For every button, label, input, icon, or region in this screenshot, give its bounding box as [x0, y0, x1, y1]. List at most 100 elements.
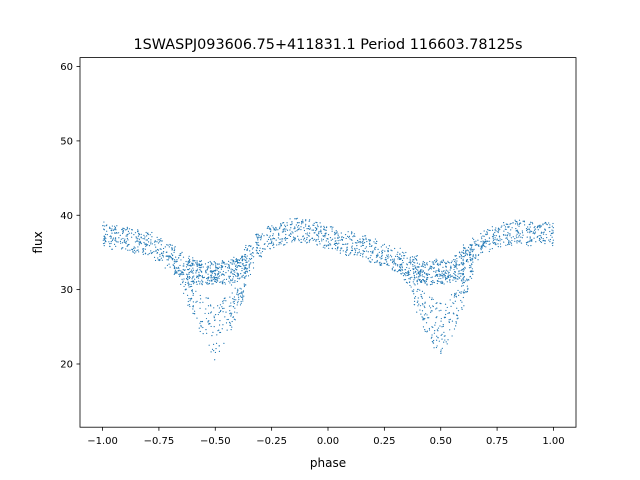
data-point: [419, 305, 422, 307]
data-point: [378, 262, 380, 264]
data-point: [337, 235, 339, 237]
data-point: [540, 241, 543, 243]
data-point: [190, 270, 192, 273]
data-point: [431, 340, 433, 343]
data-point: [125, 235, 127, 237]
data-point: [278, 242, 280, 244]
data-point: [206, 266, 208, 268]
data-point: [370, 251, 372, 253]
data-point: [169, 244, 172, 246]
data-point: [237, 290, 239, 292]
data-point: [243, 285, 246, 288]
data-point: [221, 328, 223, 330]
y-tick-label: 40: [60, 211, 73, 222]
data-point: [294, 240, 296, 242]
data-point: [406, 274, 409, 276]
data-point: [218, 271, 220, 273]
data-point: [516, 222, 519, 224]
data-point: [377, 253, 379, 255]
data-point: [519, 233, 521, 235]
data-point: [406, 282, 409, 284]
data-point: [374, 242, 376, 244]
data-point: [245, 284, 247, 286]
data-point: [286, 242, 288, 244]
data-point: [362, 240, 364, 242]
data-point: [232, 270, 234, 272]
data-point: [321, 240, 323, 242]
data-point: [179, 253, 181, 255]
data-point: [492, 236, 495, 238]
data-point: [435, 308, 437, 310]
data-point: [218, 307, 221, 309]
data-point: [438, 278, 440, 280]
data-point: [385, 258, 387, 261]
data-point: [445, 269, 447, 271]
data-point: [110, 229, 112, 231]
data-point: [436, 307, 438, 309]
data-point: [144, 248, 146, 250]
data-point: [118, 237, 120, 239]
data-point: [334, 248, 337, 250]
data-point: [469, 248, 471, 250]
data-point: [519, 241, 521, 243]
data-point: [115, 240, 117, 242]
data-point: [232, 260, 234, 262]
data-point: [420, 295, 422, 297]
data-point: [407, 273, 410, 275]
data-point: [422, 263, 424, 265]
data-point: [237, 300, 239, 302]
data-point: [249, 263, 251, 265]
data-point: [477, 259, 479, 261]
data-point: [434, 322, 437, 324]
data-point: [488, 250, 490, 253]
data-point: [205, 269, 207, 272]
data-point: [133, 249, 136, 251]
data-point: [406, 257, 408, 259]
data-point: [481, 247, 483, 249]
data-point: [258, 255, 260, 257]
data-point: [495, 235, 497, 237]
data-point: [408, 270, 410, 272]
data-point: [128, 228, 131, 230]
data-point: [318, 232, 320, 234]
data-point: [256, 242, 258, 244]
data-point: [413, 303, 415, 306]
data-point: [161, 240, 163, 242]
data-point: [236, 304, 238, 306]
data-point: [353, 235, 355, 237]
data-point: [249, 273, 252, 276]
data-point: [439, 281, 442, 283]
data-point: [540, 226, 542, 228]
data-point: [233, 298, 235, 301]
data-point: [248, 270, 251, 272]
data-point: [136, 239, 138, 241]
data-point: [243, 272, 245, 274]
data-point: [436, 282, 438, 285]
data-point: [327, 238, 329, 240]
data-point: [377, 248, 379, 250]
data-point: [405, 251, 407, 254]
data-point: [323, 234, 326, 236]
data-point: [511, 239, 513, 242]
data-point: [244, 259, 246, 261]
data-point: [505, 228, 507, 231]
data-point: [462, 261, 464, 263]
data-point: [483, 235, 485, 237]
data-point: [334, 231, 336, 233]
data-point: [540, 231, 543, 233]
data-point: [456, 260, 458, 262]
x-axis-label: phase: [310, 456, 346, 470]
data-point: [180, 283, 182, 286]
data-point: [211, 335, 213, 337]
data-point: [181, 251, 183, 253]
data-point: [460, 254, 463, 257]
data-point: [352, 242, 354, 244]
data-point: [448, 312, 450, 314]
data-point: [420, 275, 422, 277]
data-point: [104, 225, 106, 227]
data-point: [219, 320, 221, 322]
data-point: [396, 255, 399, 258]
data-point: [399, 265, 401, 267]
data-point: [300, 223, 303, 225]
data-point: [185, 266, 188, 268]
